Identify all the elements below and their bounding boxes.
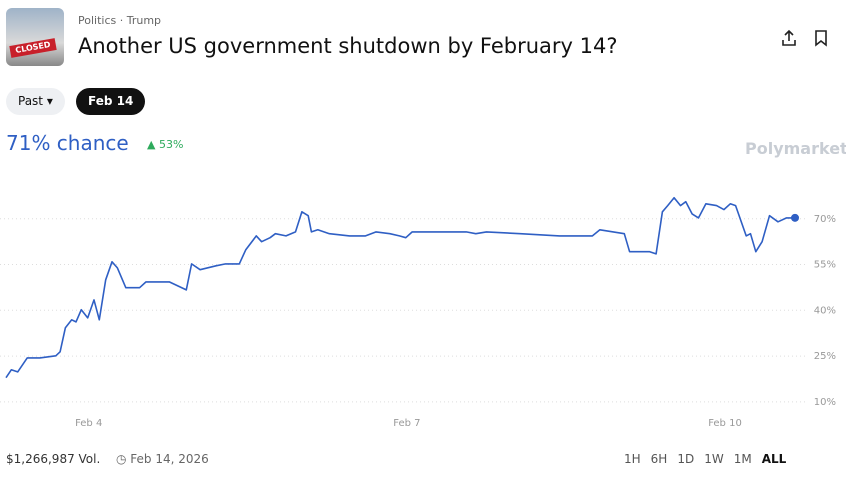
end-date: ◷ Feb 14, 2026 — [116, 452, 209, 466]
x-tick-label: Feb 10 — [708, 418, 742, 429]
range-button[interactable]: ALL — [761, 452, 787, 466]
y-tick-label: 40% — [814, 305, 836, 316]
past-button[interactable]: Past ▾ — [6, 88, 65, 115]
range-button[interactable]: 6H — [650, 452, 668, 466]
brand: Polymarket — [745, 139, 846, 158]
share-icon[interactable] — [782, 29, 796, 46]
volume: $1,266,987 Vol. — [6, 452, 101, 466]
range-button[interactable]: 1W — [704, 452, 724, 466]
chance: 71% chance — [6, 131, 129, 155]
range-selector: 1H 6H 1D 1W 1M ALL — [624, 452, 796, 466]
y-tick-label: 25% — [814, 351, 836, 362]
y-tick-label: 70% — [814, 214, 836, 225]
change: ▲ 53% — [147, 138, 184, 151]
market-title: Another US government shutdown by Februa… — [78, 34, 618, 58]
range-button[interactable]: 1H — [624, 452, 641, 466]
tag[interactable]: Trump — [126, 14, 162, 27]
closed-sign: CLOSED — [9, 38, 57, 58]
range-button[interactable]: 1M — [733, 452, 752, 466]
actions — [782, 29, 827, 47]
date-button[interactable]: Feb 14 — [76, 88, 146, 115]
range-button[interactable]: 1D — [677, 452, 695, 466]
bookmark-icon[interactable] — [815, 30, 827, 47]
category[interactable]: Politics — [78, 14, 117, 27]
x-tick-label: Feb 4 — [75, 418, 102, 429]
breadcrumb: Politics · Trump — [78, 14, 162, 27]
chart: 10% 25% 40% 55% 70% Feb 4 Feb 7 Feb 10 — [0, 196, 836, 429]
price-line — [5, 196, 795, 379]
market-image: CLOSED — [6, 8, 64, 66]
y-tick-label: 55% — [814, 260, 836, 271]
x-tick-label: Feb 7 — [393, 418, 420, 429]
y-tick-label: 10% — [814, 397, 836, 408]
last-point — [791, 213, 799, 222]
